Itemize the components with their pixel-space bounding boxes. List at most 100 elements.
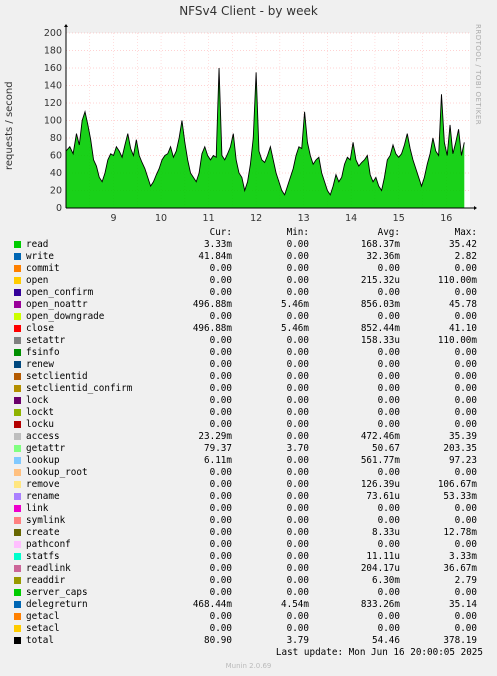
legend-name: access bbox=[26, 431, 60, 442]
legend-min: 0.00 bbox=[286, 371, 309, 382]
legend-max: 0.00 bbox=[454, 311, 477, 322]
legend-avg: 8.33u bbox=[372, 527, 400, 538]
legend-avg: 472.46m bbox=[360, 431, 400, 442]
legend-max: 0.00 bbox=[454, 359, 477, 370]
legend-row-locku: locku 0.00 0.00 0.00 0.00 bbox=[0, 419, 497, 431]
legend-avg: 215.32u bbox=[360, 275, 400, 286]
legend-swatch bbox=[14, 445, 21, 452]
legend-row-lockt: lockt 0.00 0.00 0.00 0.00 bbox=[0, 407, 497, 419]
legend-avg: 0.00 bbox=[377, 407, 400, 418]
x-tick-label: 9 bbox=[111, 213, 117, 224]
x-tick-label: 16 bbox=[440, 213, 452, 224]
legend-avg: 0.00 bbox=[377, 503, 400, 514]
legend-min: 0.00 bbox=[286, 395, 309, 406]
legend-swatch bbox=[14, 277, 21, 284]
legend-name: close bbox=[26, 323, 54, 334]
legend-row-access: access 23.29m 0.00 472.46m 35.39 bbox=[0, 431, 497, 443]
legend-row-close: close 496.88m 5.46m 852.44m 41.10 bbox=[0, 323, 497, 335]
legend-min: 0.00 bbox=[286, 515, 309, 526]
legend-swatch bbox=[14, 373, 21, 380]
legend-row-readlink: readlink 0.00 0.00 204.17u 36.67m bbox=[0, 563, 497, 575]
x-tick-label: 14 bbox=[345, 213, 357, 224]
legend-cur: 496.88m bbox=[192, 299, 232, 310]
legend-cur: 0.00 bbox=[209, 275, 232, 286]
col-min-header: Min: bbox=[286, 227, 309, 238]
legend-min: 4.54m bbox=[281, 599, 309, 610]
legend-cur: 0.00 bbox=[209, 311, 232, 322]
legend-name: fsinfo bbox=[26, 347, 60, 358]
legend-swatch bbox=[14, 505, 21, 512]
legend-avg: 0.00 bbox=[377, 515, 400, 526]
legend-avg: 0.00 bbox=[377, 539, 400, 550]
legend-min: 0.00 bbox=[286, 503, 309, 514]
legend-swatch bbox=[14, 241, 21, 248]
legend-avg: 0.00 bbox=[377, 623, 400, 634]
legend-swatch bbox=[14, 253, 21, 260]
x-tick-label: 11 bbox=[203, 213, 215, 224]
legend-cur: 0.00 bbox=[209, 527, 232, 538]
axes bbox=[64, 24, 477, 210]
legend-name: open bbox=[26, 275, 49, 286]
y-tick-label: 80 bbox=[50, 133, 62, 144]
legend-min: 0.00 bbox=[286, 491, 309, 502]
legend-row-symlink: symlink 0.00 0.00 0.00 0.00 bbox=[0, 515, 497, 527]
legend-min: 0.00 bbox=[286, 419, 309, 430]
legend-avg: 0.00 bbox=[377, 611, 400, 622]
legend-row-setclientid-confirm: setclientid_confirm 0.00 0.00 0.00 0.00 bbox=[0, 383, 497, 395]
legend-cur: 0.00 bbox=[209, 587, 232, 598]
legend-swatch bbox=[14, 265, 21, 272]
legend-row-create: create 0.00 0.00 8.33u 12.78m bbox=[0, 527, 497, 539]
legend-swatch bbox=[14, 493, 21, 500]
legend-avg: 6.30m bbox=[372, 575, 400, 586]
legend-name: open_noattr bbox=[26, 299, 88, 310]
legend-name: pathconf bbox=[26, 539, 71, 550]
legend-min: 0.00 bbox=[286, 575, 309, 586]
legend-swatch bbox=[14, 325, 21, 332]
legend-row-setacl: setacl 0.00 0.00 0.00 0.00 bbox=[0, 623, 497, 635]
legend-name: readlink bbox=[26, 563, 71, 574]
col-avg-header: Avg: bbox=[377, 227, 400, 238]
legend-swatch bbox=[14, 469, 21, 476]
legend-max: 0.00 bbox=[454, 395, 477, 406]
legend-cur: 41.84m bbox=[198, 251, 232, 262]
y-tick-label: 180 bbox=[44, 46, 62, 57]
legend-name: open_downgrade bbox=[26, 311, 105, 322]
legend-max: 203.35 bbox=[443, 443, 477, 454]
legend-name: statfs bbox=[26, 551, 60, 562]
chart-canvas: 0 20 40 60 80 100 120 140 160 180 200 9 10 11 12 13 14 1… bbox=[44, 24, 477, 224]
legend-min: 0.00 bbox=[286, 431, 309, 442]
legend-cur: 0.00 bbox=[209, 611, 232, 622]
y-tick-labels: 0 20 40 60 80 100 120 140 160 180 200 bbox=[44, 28, 62, 214]
legend-cur: 0.00 bbox=[209, 263, 232, 274]
legend-cur: 496.88m bbox=[192, 323, 232, 334]
legend-cur: 0.00 bbox=[209, 539, 232, 550]
legend-swatch bbox=[14, 529, 21, 536]
legend-max: 35.39 bbox=[449, 431, 477, 442]
legend-row-pathconf: pathconf 0.00 0.00 0.00 0.00 bbox=[0, 539, 497, 551]
legend-avg: 852.44m bbox=[360, 323, 400, 334]
legend-name: getacl bbox=[26, 611, 60, 622]
legend-avg: 168.37m bbox=[360, 239, 400, 250]
legend-avg: 0.00 bbox=[377, 359, 400, 370]
legend-cur: 0.00 bbox=[209, 395, 232, 406]
legend-name: setclientid_confirm bbox=[26, 383, 133, 394]
legend-max: 2.79 bbox=[454, 575, 477, 586]
legend-swatch bbox=[14, 637, 21, 644]
legend-row-getacl: getacl 0.00 0.00 0.00 0.00 bbox=[0, 611, 497, 623]
last-update: Last update: Mon Jun 16 20:00:05 2025 bbox=[275, 647, 483, 658]
legend-max: 0.00 bbox=[454, 383, 477, 394]
legend-row-lock: lock 0.00 0.00 0.00 0.00 bbox=[0, 395, 497, 407]
legend-swatch bbox=[14, 589, 21, 596]
legend-min: 0.00 bbox=[286, 623, 309, 634]
legend-name: lookup bbox=[26, 455, 60, 466]
legend-min: 0.00 bbox=[286, 347, 309, 358]
legend-cur: 0.00 bbox=[209, 551, 232, 562]
legend-avg: 0.00 bbox=[377, 587, 400, 598]
legend-max: 97.23 bbox=[449, 455, 477, 466]
legend-cur: 6.11m bbox=[204, 455, 232, 466]
legend-swatch bbox=[14, 301, 21, 308]
legend-swatch bbox=[14, 565, 21, 572]
legend-row-remove: remove 0.00 0.00 126.39u 106.67m bbox=[0, 479, 497, 491]
legend-row-server-caps: server_caps 0.00 0.00 0.00 0.00 bbox=[0, 587, 497, 599]
legend-row-fsinfo: fsinfo 0.00 0.00 0.00 0.00 bbox=[0, 347, 497, 359]
